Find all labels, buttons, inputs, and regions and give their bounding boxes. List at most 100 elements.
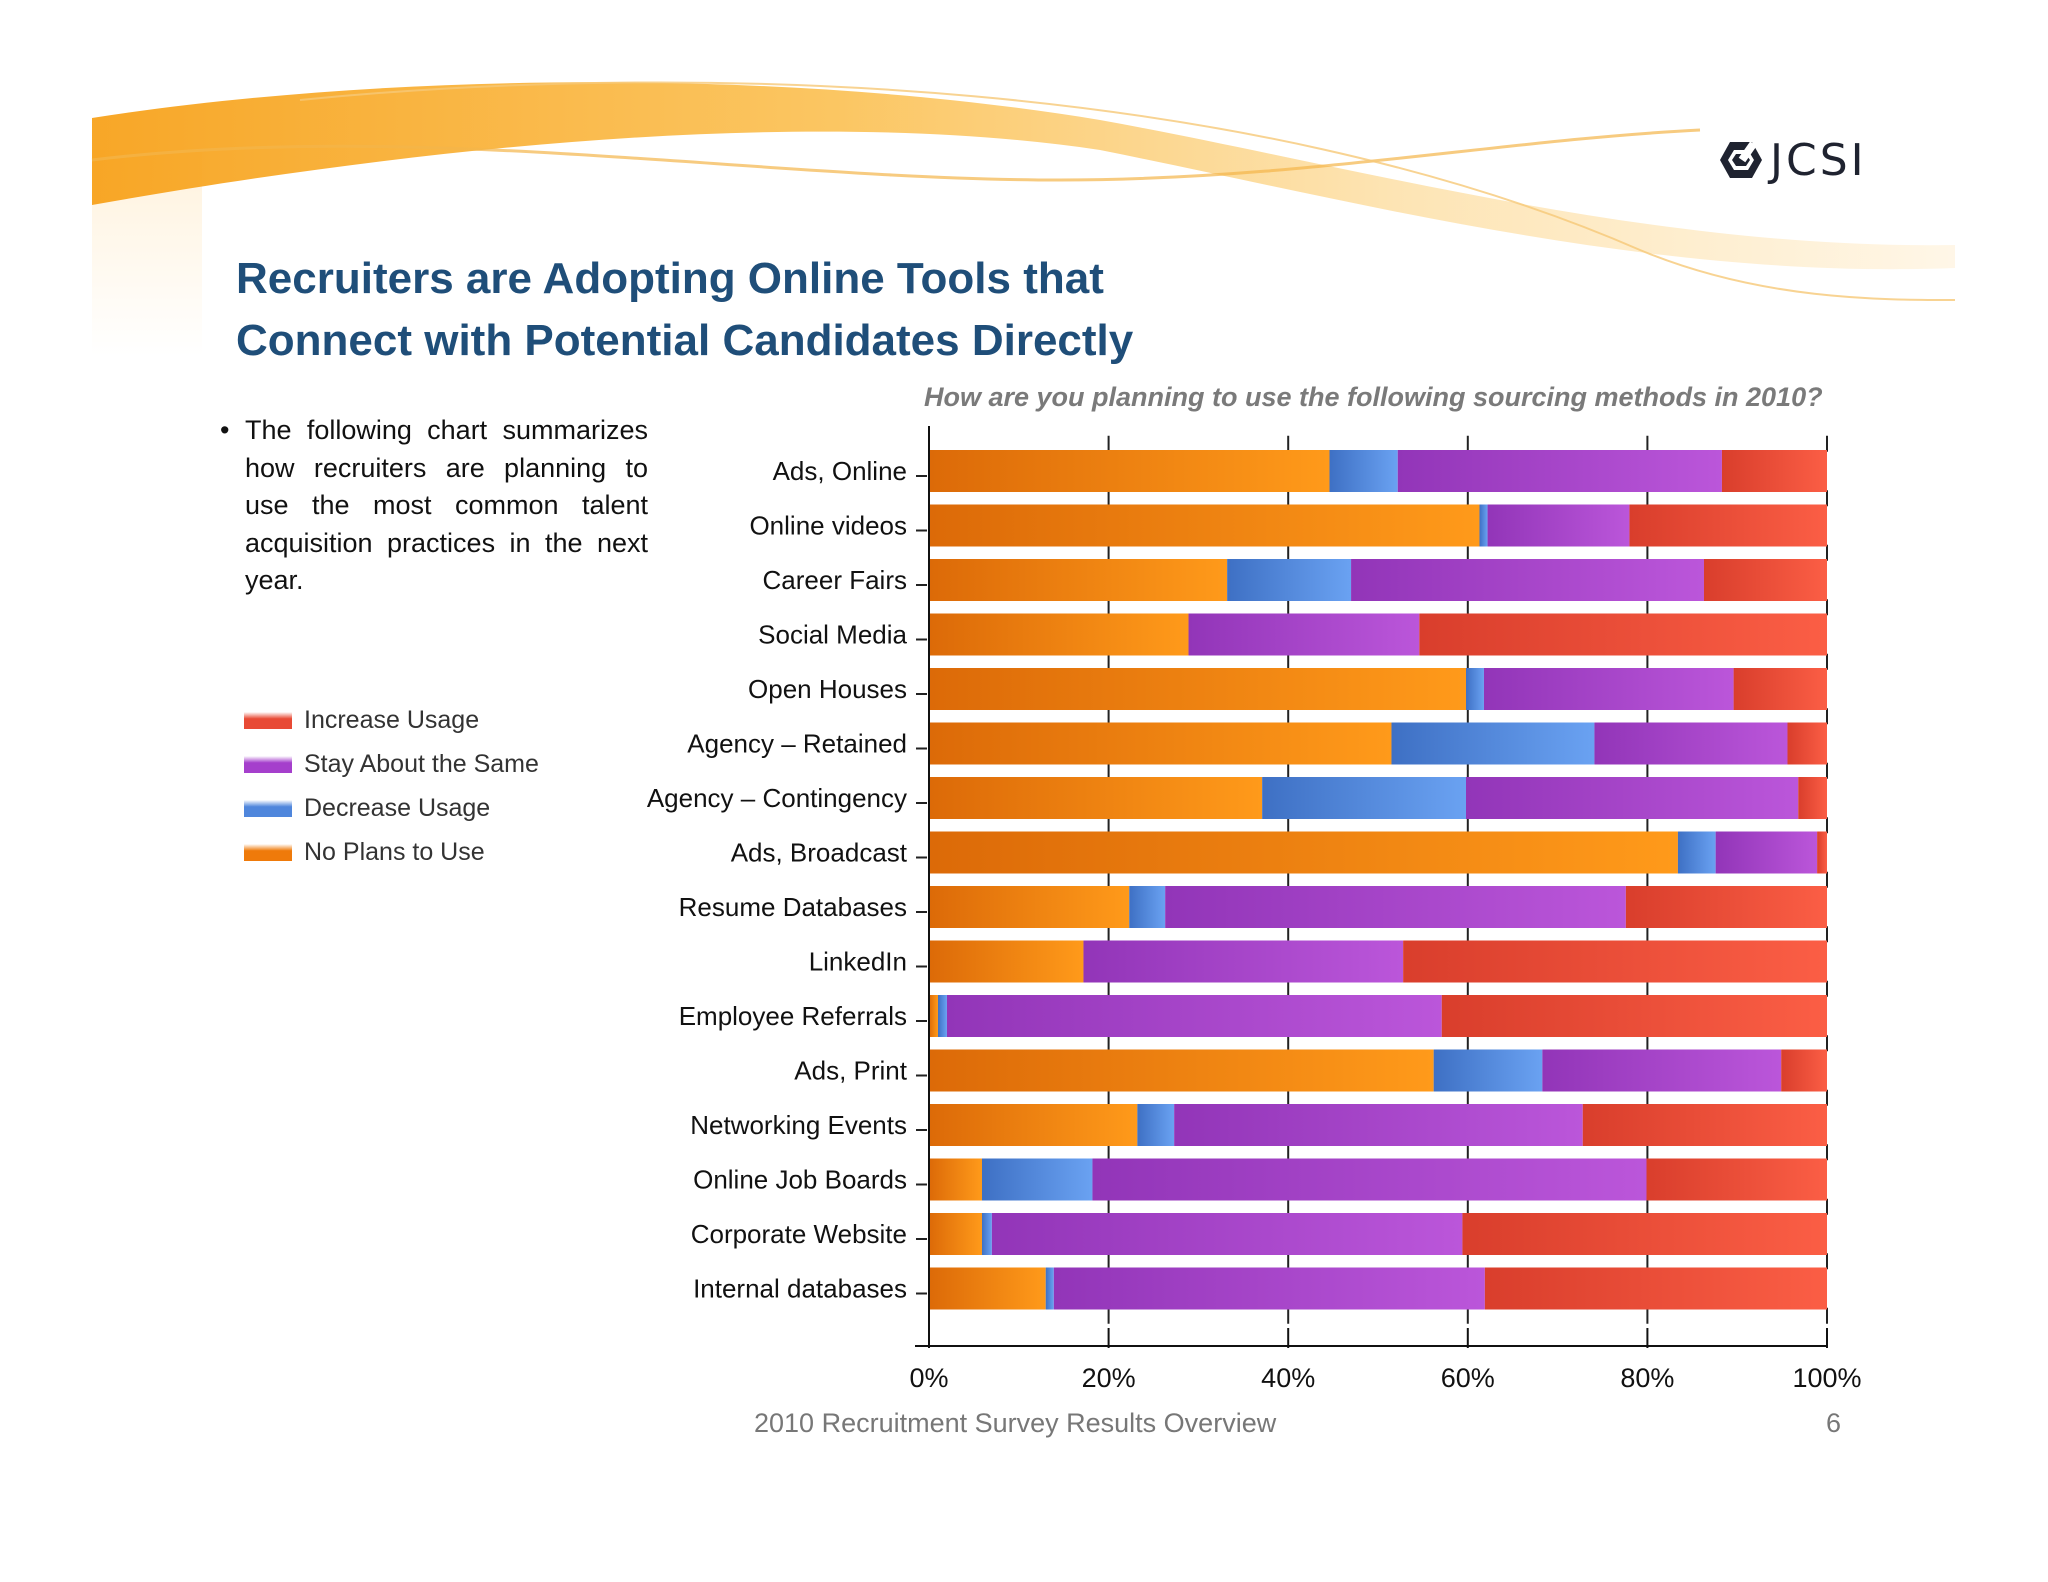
bar-segment (1629, 504, 1827, 547)
y-tick-label: Open Houses (748, 674, 907, 704)
y-tick-label: Ads, Online (773, 456, 907, 486)
bar-segment (1781, 1049, 1827, 1092)
bar-segment (1582, 1104, 1827, 1146)
legend-label: No Plans to Use (304, 837, 485, 866)
legend-swatch (244, 755, 292, 773)
bar-segment (1646, 1158, 1827, 1201)
y-tick-label: Corporate Website (691, 1219, 907, 1249)
legend-item-decrease: Decrease Usage (244, 786, 539, 830)
bar-segment (1479, 504, 1488, 547)
footer-text: 2010 Recruitment Survey Results Overview (754, 1408, 1277, 1438)
bar-segment (929, 559, 1228, 601)
bar-segment (1466, 668, 1484, 710)
x-tick-label: 60% (1441, 1363, 1495, 1393)
chart-title: How are you planning to use the followin… (924, 382, 1823, 412)
bar-segment (929, 668, 1467, 710)
summary-text: The following chart summarizes how recru… (245, 415, 648, 595)
bar-segment (1227, 559, 1352, 601)
bullet-symbol: • (220, 415, 230, 445)
header-swoosh-decoration (91, 81, 1956, 356)
bar-segment (929, 722, 1392, 765)
bar-segment (1542, 1049, 1782, 1092)
bar-segment (1733, 668, 1827, 710)
bar-segment (1625, 886, 1827, 928)
y-tick-label: Internal databases (693, 1274, 907, 1304)
bar-segment (991, 1213, 1463, 1255)
summary-bullet: • The following chart summarizes how rec… (220, 412, 648, 600)
bar-segment (929, 831, 1678, 874)
legend-swatch (244, 799, 292, 817)
bar-segment (929, 1267, 1046, 1310)
bar-segment (1129, 886, 1166, 928)
legend-item-increase: Increase Usage (244, 698, 539, 742)
bar-segment (1715, 831, 1818, 874)
bar-segment (981, 1158, 1093, 1201)
bar-segment (1137, 1104, 1175, 1146)
x-tick-label: 40% (1261, 1363, 1315, 1393)
bar-segment (1397, 450, 1722, 492)
bar-segment (929, 1213, 982, 1255)
x-tick-label: 0% (909, 1363, 948, 1393)
bar-segment (929, 1158, 982, 1201)
bar-segment (946, 995, 1442, 1037)
bar-segment (1092, 1158, 1647, 1201)
bar-segment (1083, 940, 1404, 983)
bar-segment (1391, 722, 1595, 765)
y-tick-label: Agency – Retained (687, 729, 907, 759)
bar-segment (929, 1049, 1434, 1092)
legend-item-no-plans: No Plans to Use (244, 830, 539, 874)
bar-segment (1441, 995, 1827, 1037)
bar-segment (1677, 831, 1716, 874)
bar-segment (929, 940, 1084, 983)
bar-segment (937, 995, 947, 1037)
bar-segment (1351, 559, 1704, 601)
bar-segment (1403, 940, 1827, 983)
bar-segment (1433, 1049, 1543, 1092)
y-tick-label: Career Fairs (763, 565, 907, 595)
bar-segment (1262, 777, 1467, 819)
bar-segment (929, 886, 1130, 928)
jcsi-logo-icon (1720, 141, 1762, 178)
bar-segment (1817, 831, 1827, 874)
y-tick-label: Ads, Print (794, 1056, 907, 1086)
bar-segment (1188, 613, 1420, 656)
bar-segment (1466, 777, 1799, 819)
bar-segment (1174, 1104, 1583, 1146)
bar-segment (1462, 1213, 1827, 1255)
bar-segment (929, 777, 1263, 819)
bar-segment (1594, 722, 1788, 765)
y-tick-label: LinkedIn (809, 947, 907, 977)
y-tick-label: Social Media (758, 620, 907, 650)
y-tick-label: Agency – Contingency (647, 783, 907, 813)
x-tick-label: 100% (1792, 1363, 1861, 1393)
y-tick-label: Ads, Broadcast (731, 838, 908, 868)
bar-segment (1165, 886, 1626, 928)
bar-segment (1483, 668, 1734, 710)
legend-label: Increase Usage (304, 705, 480, 734)
legend-item-same: Stay About the Same (244, 742, 539, 786)
jcsi-logo: JCSI (1718, 134, 1867, 186)
chart-legend: Increase Usage Stay About the Same Decre… (244, 698, 539, 874)
x-tick-label: 80% (1620, 1363, 1674, 1393)
y-tick-label: Networking Events (690, 1110, 907, 1140)
y-tick-label: Online Job Boards (693, 1165, 907, 1195)
bar-segment (1487, 504, 1630, 547)
bar-segment (929, 504, 1480, 547)
legend-label: Decrease Usage (304, 793, 491, 822)
bar-segment (1787, 722, 1827, 765)
x-tick-label: 20% (1082, 1363, 1136, 1393)
logo-text: JCSI (1770, 134, 1867, 186)
bar-segment (929, 995, 938, 1037)
bar-segment (1703, 559, 1827, 601)
legend-swatch (244, 843, 292, 861)
bar-segment (929, 1104, 1138, 1146)
y-tick-label: Online videos (749, 511, 907, 541)
bar-segment (1329, 450, 1398, 492)
bar-segment (929, 613, 1189, 656)
bar-segment (1484, 1267, 1827, 1310)
bar-segment (1721, 450, 1827, 492)
bar-segment (1053, 1267, 1485, 1310)
bar-segment (981, 1213, 992, 1255)
y-tick-label: Employee Referrals (679, 1001, 907, 1031)
